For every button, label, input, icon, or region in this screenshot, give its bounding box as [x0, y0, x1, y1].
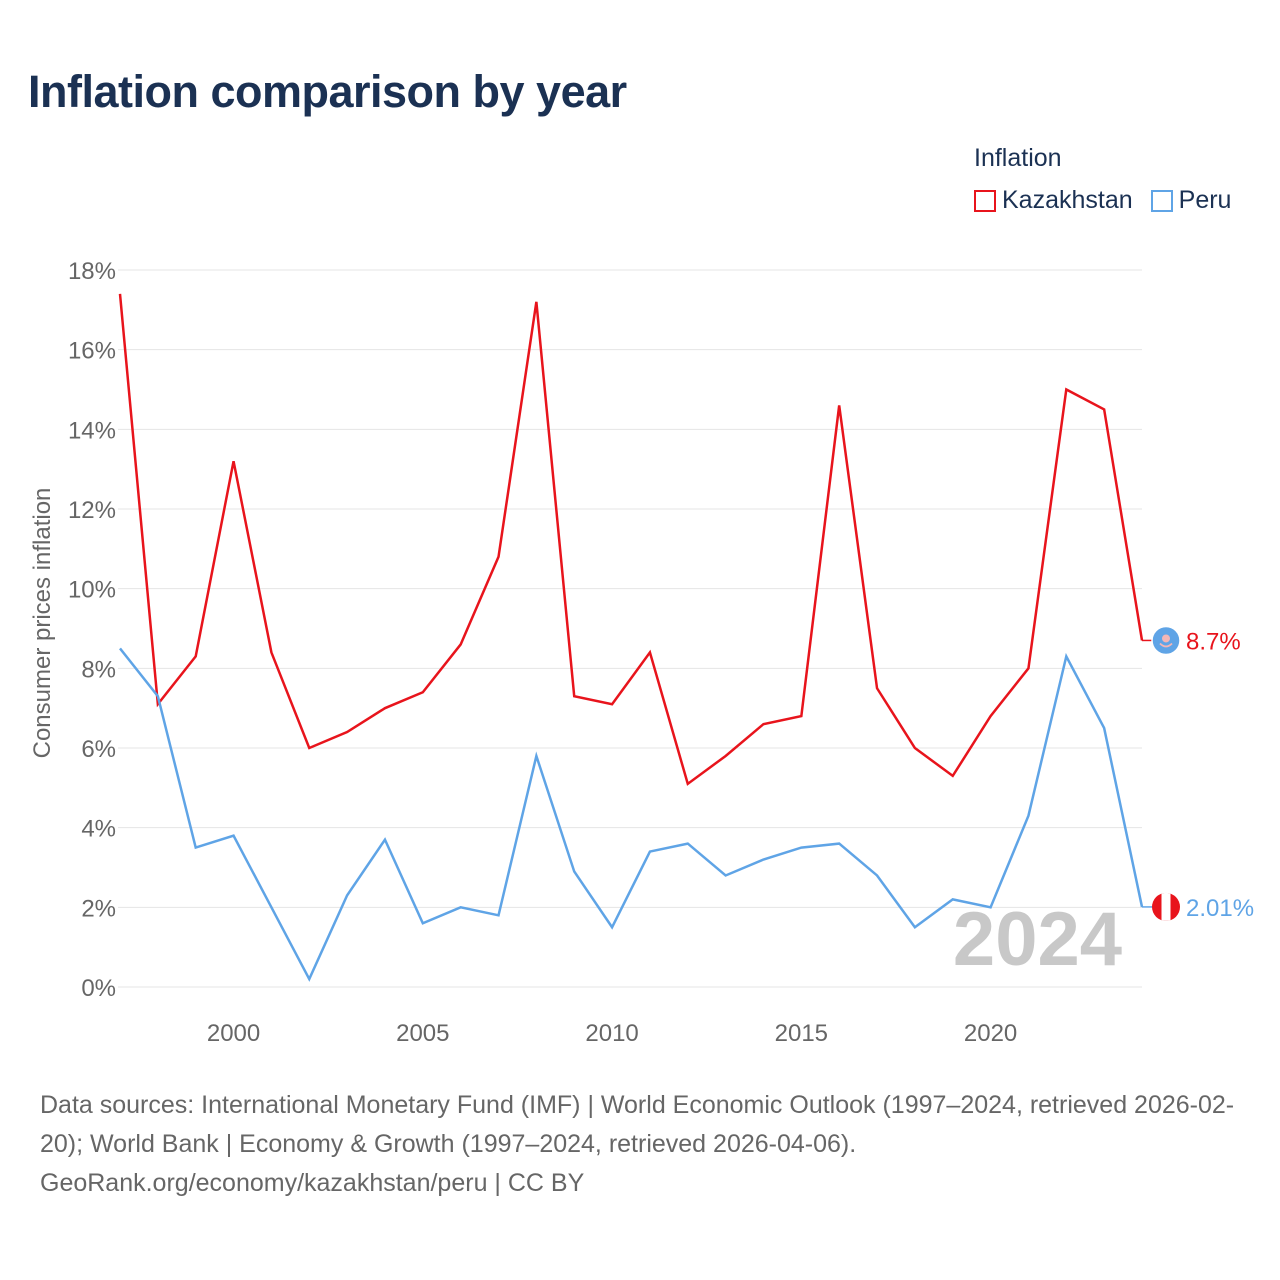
series-line-peru[interactable]	[119, 647, 1144, 982]
y-tick-label: 2%	[81, 895, 116, 922]
data-series	[118, 293, 1144, 982]
x-tick-label: 2015	[775, 1020, 828, 1047]
y-axis-label: Consumer prices inflation	[29, 488, 56, 759]
footer: Data sources: International Monetary Fun…	[40, 1086, 1250, 1203]
legend-item-kazakhstan[interactable]: Kazakhstan	[974, 186, 1133, 215]
series-line-kazakhstan[interactable]	[118, 293, 1144, 786]
peru-flag-icon	[1152, 892, 1180, 921]
chart-title: Inflation comparison by year	[28, 66, 627, 117]
y-tick-label: 16%	[68, 338, 116, 365]
grid-lines	[118, 269, 1142, 988]
end-value-label-peru: 2.01%	[1186, 895, 1254, 922]
legend-item-peru[interactable]: Peru	[1150, 186, 1232, 215]
y-tick-label: 0%	[81, 975, 116, 1002]
legend-label-kazakhstan: Kazakhstan	[1002, 186, 1133, 214]
kazakhstan-flag-sun-icon	[1162, 634, 1170, 643]
source-credit-link[interactable]: GeoRank.org/economy/kazakhstan/peru | CC…	[40, 1169, 585, 1197]
legend-label-peru: Peru	[1178, 186, 1232, 214]
y-tick-label: 14%	[68, 417, 116, 444]
legend-swatch-peru	[1150, 189, 1173, 212]
y-tick-label: 12%	[68, 497, 116, 524]
end-value-label-kazakhstan: 8.7%	[1186, 628, 1241, 655]
line-chart: 0%2%4%6%8%10%12%14%16%18% 2000 2005 2010 20…	[29, 258, 1254, 1047]
x-tick-label: 2005	[396, 1020, 449, 1047]
y-tick-label: 8%	[81, 656, 116, 683]
y-tick-label: 10%	[68, 577, 116, 604]
y-tick-label: 4%	[81, 816, 116, 843]
year-watermark: 2024	[953, 897, 1122, 982]
x-axis-ticks: 2000 2005 2010 2015 2020	[207, 1020, 1017, 1047]
x-tick-label: 2010	[585, 1020, 638, 1047]
y-tick-label: 18%	[68, 258, 116, 285]
series-end-markers: 8.7% 2.01%	[1142, 625, 1254, 922]
y-tick-label: 6%	[81, 736, 116, 763]
kazakhstan-flag-eagle-icon	[1159, 642, 1173, 648]
legend: Kazakhstan Peru	[974, 186, 1249, 215]
y-axis-ticks: 0% 2% 4% 6% 8% 10% 12% 14% 16% 18%	[68, 258, 116, 1002]
legend-title: Inflation	[974, 144, 1062, 172]
x-tick-label: 2000	[207, 1020, 260, 1047]
data-sources: Data sources: International Monetary Fun…	[40, 1091, 1235, 1158]
peru-flag-white-band	[1161, 892, 1171, 921]
legend-swatch-kazakhstan	[974, 189, 996, 212]
x-tick-label: 2020	[964, 1020, 1017, 1047]
